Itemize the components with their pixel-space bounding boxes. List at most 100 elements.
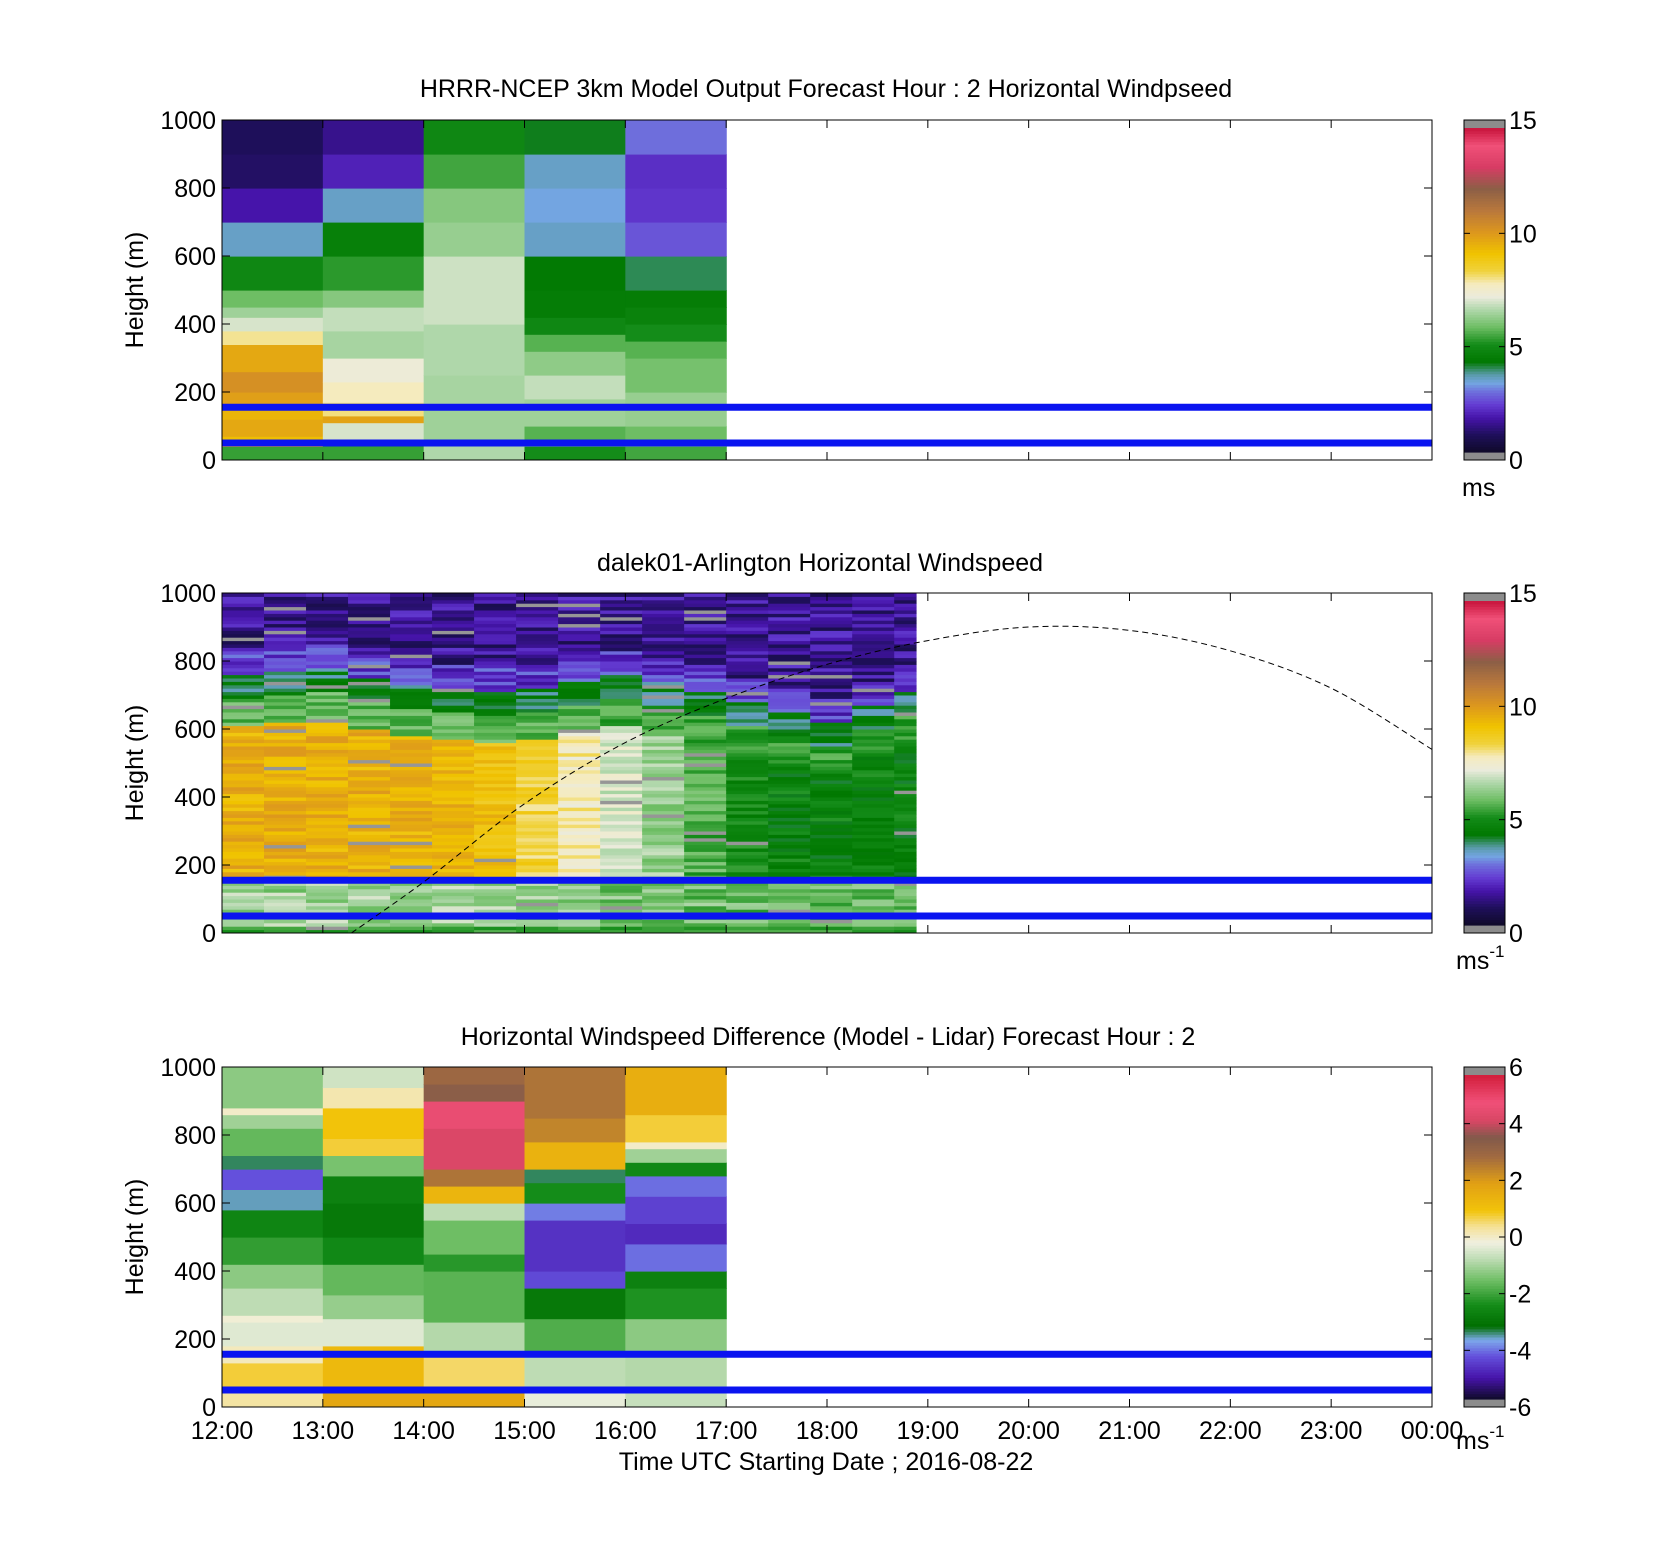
colorbar-swatch <box>1464 384 1505 388</box>
heatmap-cell <box>642 817 685 822</box>
heatmap-cell-3-9 <box>524 222 626 257</box>
heatmap-cell <box>306 712 349 716</box>
heatmap-cell <box>558 885 601 890</box>
colorbar-tick-label: 10 <box>1509 220 1537 248</box>
heatmap-cell <box>264 882 307 886</box>
heatmap-cell <box>894 603 917 608</box>
heatmap-cell <box>642 814 685 818</box>
heatmap-cell <box>516 647 559 652</box>
heatmap-cell <box>390 766 433 771</box>
heatmap-cell <box>894 905 917 910</box>
heatmap-cell <box>726 630 769 635</box>
heatmap-cell <box>264 722 307 727</box>
heatmap-cell <box>852 691 895 696</box>
heatmap-cell <box>222 664 265 669</box>
heatmap-cell <box>306 746 349 750</box>
heatmap-cell <box>348 633 391 638</box>
heatmap-cell <box>894 667 917 672</box>
heatmap-cell <box>474 613 517 618</box>
colorbar-swatch <box>1464 246 1505 251</box>
heatmap-cell <box>684 871 727 876</box>
heatmap-cell <box>432 661 475 665</box>
heatmap-cell <box>306 786 349 791</box>
heatmap-cell <box>558 627 601 631</box>
heatmap-cell <box>726 596 769 601</box>
heatmap-cell <box>810 817 853 822</box>
heatmap-cell <box>684 749 727 754</box>
heatmap-cell <box>348 848 391 852</box>
heatmap-cell <box>642 919 685 924</box>
colorbar-swatch <box>1464 265 1505 269</box>
heatmap-cell <box>474 817 517 822</box>
colorbar-swatch <box>1464 211 1505 215</box>
heatmap-cell <box>390 793 433 798</box>
heatmap-cell <box>684 650 727 655</box>
heatmap-cell <box>306 814 349 818</box>
colorbar-swatch <box>1464 700 1505 705</box>
heatmap-cell <box>600 868 643 873</box>
heatmap-cell <box>642 854 685 859</box>
heatmap-cell <box>558 654 601 659</box>
heatmap-cell <box>222 739 265 744</box>
colorbar-swatch <box>1464 760 1505 764</box>
heatmap-cell <box>474 848 517 852</box>
heatmap-cell <box>558 827 601 832</box>
heatmap-cell <box>684 708 727 713</box>
heatmap-cell <box>348 739 391 744</box>
colorbar-swatch <box>1464 660 1505 664</box>
colorbar-swatch <box>1464 671 1505 675</box>
heatmap-cell <box>726 892 769 897</box>
heatmap-cell <box>390 868 433 873</box>
heatmap-cell <box>264 742 307 747</box>
heatmap-cell <box>558 640 601 645</box>
heatmap-cell <box>852 752 895 757</box>
heatmap-cell <box>600 786 643 791</box>
heatmap-cell <box>348 865 391 869</box>
heatmap-cell <box>474 865 517 869</box>
colorbar-tick-label: 0 <box>1509 1224 1523 1252</box>
colorbar-swatch <box>1464 668 1505 672</box>
colorbar-swatch <box>1464 1080 1505 1084</box>
heatmap-cell <box>264 613 307 618</box>
heatmap-cell-0-15 <box>222 120 324 155</box>
heatmap-cell <box>306 603 349 608</box>
heatmap-cell <box>894 678 917 682</box>
heatmap-cell <box>474 807 517 812</box>
heatmap-cell <box>642 732 685 737</box>
colorbar-swatch <box>1464 1304 1505 1308</box>
colorbar-swatch <box>1464 692 1505 697</box>
heatmap-cell <box>474 841 517 846</box>
heatmap-cell <box>894 892 917 897</box>
heatmap-cell <box>348 851 391 856</box>
colorbar-swatch <box>1464 825 1505 829</box>
heatmap-cell <box>306 834 349 839</box>
heatmap-cell <box>222 922 265 927</box>
colorbar-swatch <box>1464 308 1505 313</box>
heatmap-cell <box>684 810 727 815</box>
heatmap-cell <box>810 766 853 771</box>
heatmap-cell <box>894 929 917 933</box>
heatmap-cell <box>558 718 601 723</box>
heatmap-cell <box>222 691 265 696</box>
colorbar-swatch <box>1464 719 1505 724</box>
heatmap-cell <box>432 606 475 611</box>
heatmap-cell <box>726 722 769 727</box>
heatmap-cell-0-12 <box>222 1128 324 1156</box>
x-tick-label: 20:00 <box>997 1417 1060 1445</box>
heatmap-cell <box>726 854 769 859</box>
heatmap-cell <box>558 756 601 761</box>
colorbar-swatch <box>1464 365 1505 369</box>
heatmap-cell <box>558 647 601 652</box>
colorbar-swatch <box>1464 1158 1505 1162</box>
heatmap-cell <box>726 599 769 604</box>
heatmap-cell <box>432 705 475 710</box>
heatmap-cell <box>348 749 391 754</box>
heatmap-cell <box>390 851 433 856</box>
heatmap-cell <box>558 657 601 662</box>
heatmap-cell <box>558 926 601 931</box>
colorbar-swatch <box>1464 1153 1505 1157</box>
heatmap-cell <box>516 722 559 727</box>
heatmap-cell <box>306 810 349 815</box>
heatmap-cell <box>810 742 853 747</box>
